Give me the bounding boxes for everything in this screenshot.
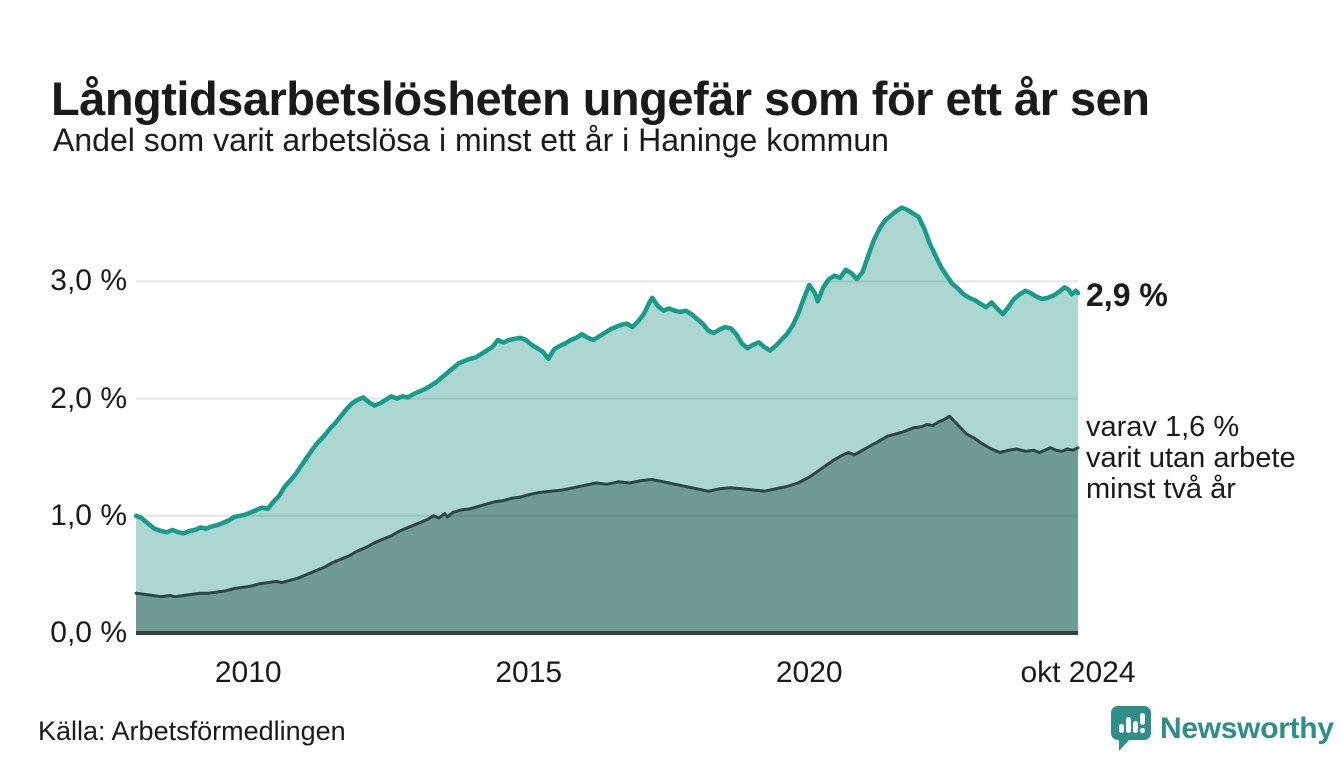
y-tick-label: 3,0 % bbox=[50, 264, 127, 298]
y-tick-label: 0,0 % bbox=[50, 616, 127, 649]
series-total-end-value-label: 2,9 % bbox=[1086, 277, 1168, 313]
annotation-line: varit utan arbete bbox=[1086, 442, 1296, 474]
newsworthy-logo-icon bbox=[1111, 706, 1151, 751]
source-note: Källa: Arbetsförmedlingen bbox=[38, 716, 346, 746]
annotation-line: varav 1,6 % bbox=[1086, 411, 1240, 443]
chart-title: Långtidsarbetslösheten ungefär som för e… bbox=[51, 72, 1150, 126]
newsworthy-logo-text: Newsworthy bbox=[1160, 711, 1334, 745]
y-tick-label: 1,0 % bbox=[50, 498, 127, 532]
series-total-line bbox=[133, 205, 1081, 536]
newsworthy-logo: Newsworthy bbox=[1110, 705, 1334, 752]
x-tick-label: 2010 bbox=[214, 656, 282, 689]
y-tick-label: 2,0 % bbox=[50, 381, 127, 415]
series-two-years-annotation: varav 1,6 % varit utan arbete minst två år bbox=[1086, 412, 1296, 505]
x-tick-label: 2015 bbox=[495, 656, 563, 689]
annotation-line: minst två år bbox=[1086, 473, 1236, 505]
series-two-years-line bbox=[134, 414, 1080, 599]
x-tick-label: 2020 bbox=[775, 656, 843, 689]
series-two-years-area bbox=[136, 416, 1078, 633]
x-tick-label: okt 2024 bbox=[1020, 656, 1136, 689]
chart-subtitle: Andel som varit arbetslösa i minst ett å… bbox=[53, 122, 889, 158]
